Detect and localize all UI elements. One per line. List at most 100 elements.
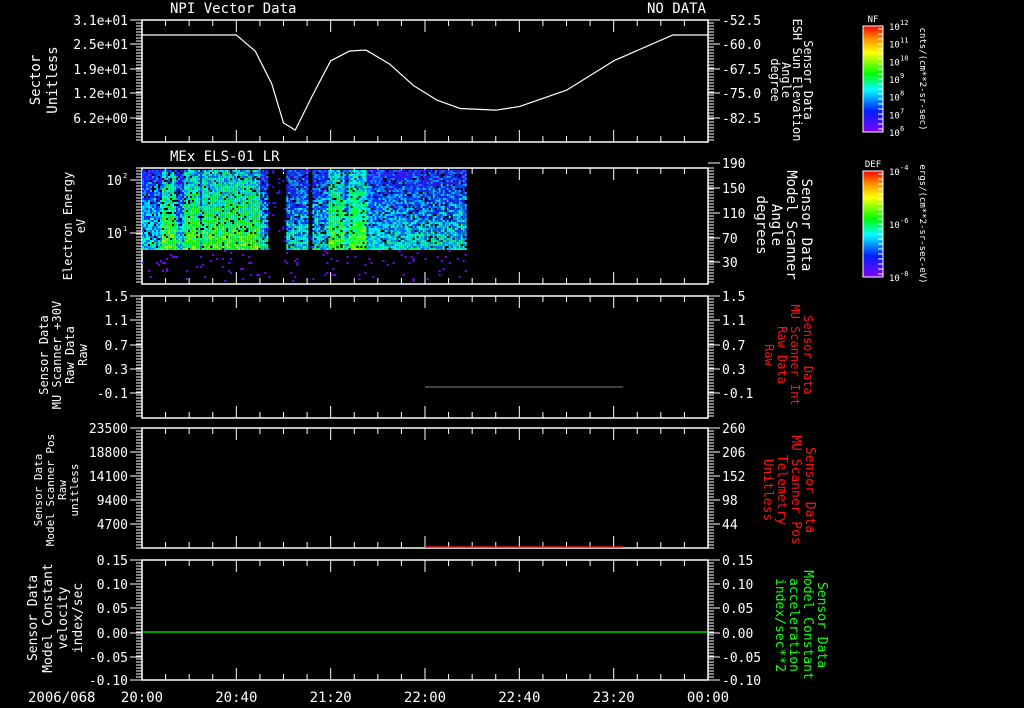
spectrogram-cell — [300, 248, 303, 250]
spectrogram-cell — [370, 216, 373, 218]
spectrogram-cell — [194, 226, 197, 228]
spectrogram-cell — [354, 206, 357, 208]
spectrogram-cell — [186, 220, 189, 222]
spectrogram-cell — [174, 178, 177, 180]
spectrogram-cell — [376, 188, 379, 190]
spectrogram-cell — [282, 226, 285, 228]
spectrogram-cell — [144, 216, 146, 218]
spectrogram-cell — [256, 214, 259, 216]
spectrogram-cell — [260, 228, 263, 230]
spectrogram-cell — [384, 226, 387, 228]
spectrogram-cell — [286, 232, 289, 234]
spectrogram-cell — [214, 210, 217, 212]
spectrogram-cell — [174, 216, 177, 218]
spectrogram-cell — [148, 204, 150, 206]
spectrogram-cell — [232, 226, 235, 228]
spectrogram-cell — [212, 238, 215, 240]
spectrogram-cell — [344, 242, 347, 244]
spectrogram-cell — [268, 212, 271, 214]
spectrogram-cell — [172, 172, 175, 174]
spectrogram-cell — [242, 254, 245, 256]
spectrogram-cell — [170, 240, 173, 242]
spectrogram-cell — [302, 170, 305, 172]
spectrogram-cell — [208, 228, 211, 230]
spectrogram-cell — [288, 222, 291, 224]
spectrogram-cell — [254, 234, 257, 236]
spectrogram-cell — [228, 248, 231, 250]
y-tick-label-left: 4700 — [97, 518, 128, 533]
spectrogram-cell — [360, 190, 363, 192]
spectrogram-cell — [168, 198, 171, 200]
spectrogram-cell — [326, 194, 329, 196]
spectrogram-cell — [322, 180, 325, 182]
spectrogram-cell — [336, 194, 339, 196]
spectrogram-cell — [242, 216, 245, 218]
spectrogram-cell — [146, 236, 148, 238]
spectrogram-cell — [372, 204, 375, 206]
spectrogram-cell — [312, 196, 315, 198]
spectrogram-cell — [246, 184, 249, 186]
spectrogram-cell — [214, 228, 217, 230]
spectrogram-cell — [180, 214, 183, 216]
spectrogram-cell — [242, 226, 245, 228]
spectrogram-cell — [228, 228, 231, 230]
spectrogram-cell — [296, 216, 299, 218]
spectrogram-cell — [312, 192, 315, 194]
spectrogram-cell — [362, 172, 365, 174]
spectrogram-cell — [300, 228, 303, 230]
spectrogram-cell — [298, 208, 301, 210]
spectrogram-cell — [240, 192, 243, 194]
spectrogram-cell — [142, 216, 144, 218]
spectrogram-cell — [234, 186, 237, 188]
spectrogram-cell — [156, 180, 158, 182]
spectrogram-cell — [166, 232, 169, 234]
spectrogram-cell — [326, 196, 329, 198]
spectrogram-cell — [362, 208, 365, 210]
spectrogram-cell — [264, 206, 267, 208]
spectrogram-cell — [220, 182, 223, 184]
spectrogram-cell — [338, 240, 341, 242]
spectrogram-cell — [284, 240, 287, 242]
spectrogram-cell — [362, 238, 365, 240]
y-tick-exponent: 1 — [123, 225, 127, 233]
spectrogram-cell — [312, 202, 315, 204]
spectrogram-cell — [206, 218, 209, 220]
spectrogram-cell — [246, 216, 249, 218]
spectrogram-cell — [202, 206, 205, 208]
spectrogram-cell — [318, 182, 321, 184]
spectrogram-cell — [336, 204, 339, 206]
spectrogram-cell — [290, 218, 293, 220]
spectrogram-cell — [258, 242, 261, 244]
spectrogram-cell — [338, 176, 341, 178]
spectrogram-cell — [336, 244, 339, 246]
spectrogram-cell — [386, 216, 389, 218]
spectrogram-cell — [340, 176, 343, 178]
spectrogram-cell — [330, 242, 333, 244]
spectrogram-cell — [286, 210, 289, 212]
spectrogram-cell — [300, 214, 303, 216]
spectrogram-cell — [148, 246, 150, 248]
spectrogram-cell — [370, 182, 373, 184]
spectrogram-cell — [166, 258, 169, 260]
spectrogram-cell — [240, 204, 243, 206]
spectrogram-cell — [324, 170, 327, 172]
spectrogram-cell — [248, 198, 251, 200]
spectrogram-cell — [350, 202, 353, 204]
spectrogram-cell — [204, 182, 207, 184]
spectrogram-cell — [326, 244, 329, 246]
spectrogram-cell — [264, 244, 267, 246]
spectrogram-cell — [174, 170, 177, 172]
spectrogram-cell — [144, 242, 146, 244]
spectrogram-cell — [360, 230, 363, 232]
spectrogram-cell — [288, 212, 291, 214]
spectrogram-cell — [292, 226, 295, 228]
spectrogram-cell — [334, 208, 337, 210]
spectrogram-cell — [230, 222, 233, 224]
spectrogram-cell — [264, 220, 267, 222]
spectrogram-cell — [154, 240, 156, 242]
y-tick-label-right: -0.10 — [722, 674, 761, 689]
spectrogram-cell — [304, 194, 307, 196]
spectrogram-cell — [222, 228, 225, 230]
spectrogram-cell — [328, 202, 331, 204]
spectrogram-cell — [156, 192, 158, 194]
